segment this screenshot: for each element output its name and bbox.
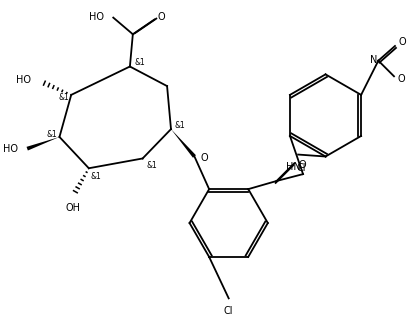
Text: O: O xyxy=(398,74,405,84)
Text: &1: &1 xyxy=(135,58,146,67)
Polygon shape xyxy=(171,129,196,158)
Text: HO: HO xyxy=(90,12,105,22)
Text: HO: HO xyxy=(3,144,18,154)
Text: &1: &1 xyxy=(47,131,57,139)
Text: &1: &1 xyxy=(175,121,186,130)
Text: &1: &1 xyxy=(147,161,157,171)
Text: OH: OH xyxy=(66,204,81,213)
Text: HO: HO xyxy=(16,75,31,85)
Text: &1: &1 xyxy=(91,172,101,181)
Polygon shape xyxy=(26,137,59,151)
Text: O: O xyxy=(157,12,165,22)
Text: O: O xyxy=(200,153,208,164)
Text: Cl: Cl xyxy=(296,163,306,173)
Text: N: N xyxy=(370,55,377,65)
Text: &1: &1 xyxy=(59,93,69,102)
Text: Cl: Cl xyxy=(224,306,234,316)
Text: O: O xyxy=(298,160,306,170)
Text: O: O xyxy=(399,37,407,47)
Text: HN: HN xyxy=(287,162,301,172)
